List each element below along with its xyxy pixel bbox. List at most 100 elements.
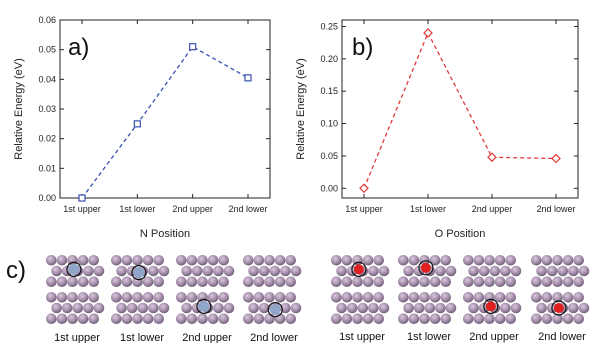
atom	[494, 276, 506, 288]
atom	[132, 292, 143, 303]
dopant-ring	[483, 298, 499, 314]
y-tick-label: 0.06	[38, 15, 56, 25]
atom	[336, 302, 347, 314]
atom	[253, 254, 265, 266]
atom	[362, 276, 374, 288]
atom	[331, 313, 342, 325]
atom	[111, 292, 122, 303]
o-structure-label: 1st lower	[407, 331, 451, 343]
atom	[285, 276, 297, 288]
atom	[468, 302, 479, 314]
o-structure-label: 2nd lower	[538, 331, 586, 343]
atom	[56, 313, 68, 325]
y-tick-label: 0.25	[320, 21, 338, 31]
atom	[568, 302, 579, 314]
atom	[121, 254, 133, 266]
n-structure-label: 1st upper	[54, 332, 100, 343]
plot-frame	[59, 19, 271, 199]
atom	[429, 292, 441, 303]
atom	[264, 254, 275, 266]
atom	[253, 292, 265, 303]
o-structure-bottom	[531, 292, 592, 325]
atom	[186, 313, 198, 325]
atom	[285, 313, 297, 325]
atom	[142, 254, 154, 266]
dopant-atom	[420, 262, 431, 273]
atom	[473, 292, 485, 303]
dopant-atom	[133, 267, 145, 279]
atom	[357, 302, 369, 314]
o-structure-bottom	[398, 292, 460, 325]
atom	[285, 292, 297, 303]
dopant-ring	[551, 300, 567, 316]
n-structure-bottom	[46, 292, 108, 325]
atom	[191, 265, 203, 277]
atom	[158, 302, 170, 314]
atom	[541, 292, 553, 303]
atom	[207, 313, 219, 325]
atom	[373, 276, 385, 288]
atom	[546, 265, 558, 277]
atom	[264, 313, 275, 325]
atom	[341, 276, 353, 288]
atom	[274, 276, 286, 288]
y-tick-label: 0.00	[38, 193, 56, 203]
atom	[116, 302, 127, 314]
atom	[132, 313, 143, 325]
atom	[573, 254, 584, 266]
atom	[562, 276, 574, 288]
atom	[440, 254, 452, 266]
atom	[153, 276, 164, 288]
dopant-ring	[351, 261, 367, 277]
atom	[573, 313, 584, 325]
atom	[468, 265, 479, 277]
atom	[213, 302, 224, 314]
atom	[72, 302, 84, 314]
n-structure-label: 2nd lower	[250, 332, 298, 343]
plot-frame	[341, 19, 579, 199]
series-line	[363, 31, 557, 189]
atom	[88, 276, 99, 288]
n-structure-label: 1st lower	[120, 332, 164, 343]
atom	[93, 265, 105, 277]
data-point	[244, 74, 252, 82]
atom	[419, 292, 430, 303]
atom	[398, 292, 409, 303]
atom	[132, 254, 143, 266]
x-tick-label: 2nd upper	[172, 204, 213, 214]
atom	[46, 292, 57, 303]
atom	[181, 302, 192, 314]
atom	[573, 292, 584, 303]
chart-n-position: 0.00 0.01 0.02 0.03 0.04 0.05 0.06 1st upper 1st…	[13, 15, 271, 240]
data-point	[359, 183, 369, 194]
atom	[531, 276, 542, 288]
x-tick-label: 1st lower	[410, 204, 446, 214]
y-tick-label: 0.20	[320, 54, 338, 64]
atom	[186, 254, 198, 266]
dopant-ring	[267, 302, 283, 318]
atom	[362, 313, 374, 325]
atom	[403, 265, 414, 277]
dopant-atom	[198, 300, 210, 312]
atom	[557, 265, 569, 277]
atom	[181, 265, 192, 277]
atom	[552, 292, 563, 303]
atom	[83, 265, 94, 277]
o-structure-top	[398, 254, 460, 288]
atom	[158, 265, 170, 277]
atom	[463, 313, 474, 325]
atom	[435, 265, 446, 277]
atom	[253, 276, 265, 288]
o-structure-top	[331, 254, 393, 288]
atom	[274, 292, 286, 303]
atom	[484, 313, 495, 325]
atom	[505, 254, 516, 266]
atom	[61, 302, 73, 314]
atom	[494, 313, 506, 325]
atom	[197, 276, 208, 288]
atom	[435, 302, 446, 314]
atom	[378, 265, 390, 277]
atom	[331, 276, 342, 288]
atom	[46, 276, 57, 288]
